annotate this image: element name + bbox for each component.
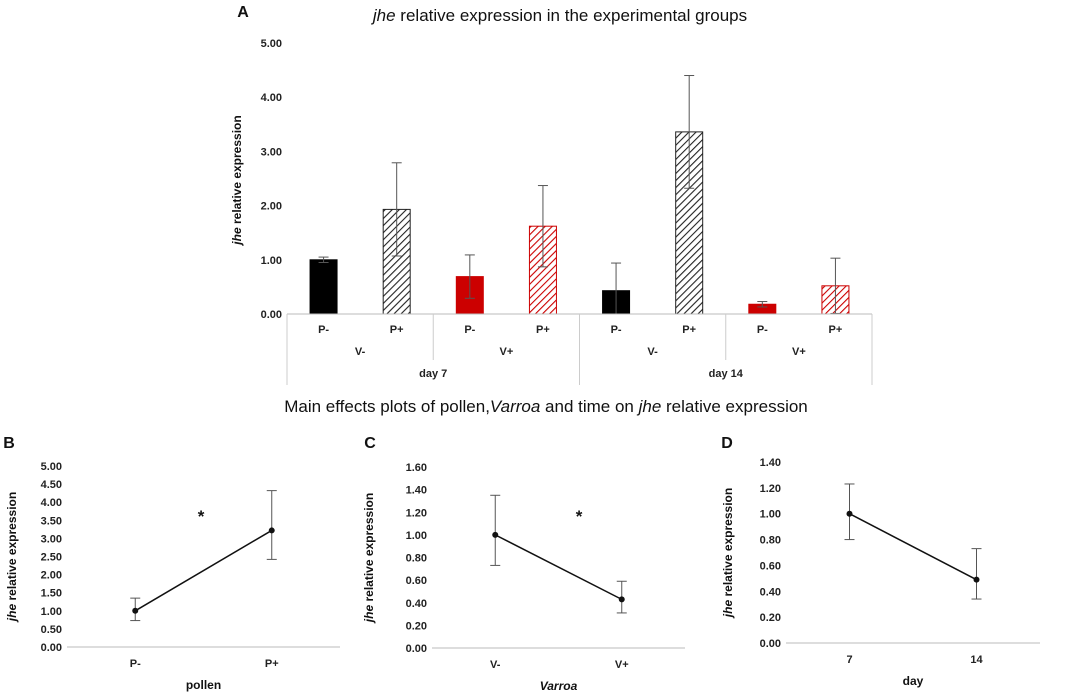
y-axis-label-rest: relative expression [230, 115, 244, 227]
y-tick-label: 0.50 [41, 624, 62, 636]
x-category-label: P+ [682, 324, 696, 336]
x-tick-label: V- [490, 659, 501, 671]
y-tick-label: 3.00 [261, 146, 282, 158]
panel-letter-b: B [3, 435, 15, 452]
y-tick-label: 4.00 [41, 497, 62, 509]
y-axis-label-jhe: jhe [362, 605, 376, 625]
x-tick-label: P- [130, 658, 141, 670]
y-tick-label: 3.50 [41, 515, 62, 527]
data-point [618, 596, 625, 603]
y-tick-label: 0.40 [406, 598, 427, 610]
y-tick-label: 2.50 [41, 552, 62, 564]
y-tick-label: 0.20 [760, 612, 781, 624]
main-effects-title-part5: relative expression [661, 397, 807, 416]
x-axis-label: day [903, 674, 924, 688]
y-tick-label: 0.60 [406, 575, 427, 587]
y-axis-label-jhe: jhe [230, 227, 244, 247]
y-axis-label-jhe: jhe [721, 600, 735, 620]
x-axis-label: Varroa [540, 679, 578, 693]
y-tick-label: 1.40 [760, 457, 781, 469]
main-effects-title-part3: and time on [540, 397, 638, 416]
y-tick-label: 0.20 [406, 620, 427, 632]
y-tick-label: 0.00 [406, 643, 427, 655]
panel-a-title-rest: relative expression in the experimental … [396, 6, 748, 25]
panel-letter-d: D [721, 435, 733, 452]
main-effects-title-part1: Main effects plots of pollen, [284, 397, 490, 416]
y-tick-label: 1.20 [760, 483, 781, 495]
y-axis-label-rest: relative expression [5, 492, 19, 604]
x-category-label: P+ [829, 324, 843, 336]
series-line [134, 529, 273, 612]
varroa-group-label: V+ [499, 346, 513, 358]
bar [309, 259, 338, 315]
y-tick-label: 4.50 [41, 479, 62, 491]
x-category-label: P+ [536, 324, 550, 336]
panel-b: B 0.00 0.50 1.00 1.50 2.00 2.50 3.00 3.50 4.00 4.5… [3, 435, 340, 692]
y-tick-label: 0.00 [261, 309, 282, 321]
panel-letter-c: C [364, 435, 376, 452]
series-line [494, 534, 623, 601]
y-tick-label: 2.00 [261, 201, 282, 213]
x-tick-label: 14 [970, 654, 983, 666]
main-effects-title: Main effects plots of pollen,Varroa and … [284, 397, 808, 416]
y-axis-label: jhe relative expression [362, 493, 376, 624]
data-point [973, 576, 980, 583]
y-tick-label: 5.00 [261, 38, 282, 50]
y-tick-label: 0.80 [406, 553, 427, 565]
panel-c: C 0.00 0.20 0.40 0.60 0.80 1.00 1.20 1.40 1.60 jhe… [362, 435, 685, 693]
x-axis-label: pollen [186, 678, 221, 692]
panel-a-title: jhe relative expression in the experimen… [371, 6, 747, 25]
main-effects-title-varroa: Varroa [490, 397, 540, 416]
panel-letter-a: A [237, 4, 249, 21]
y-tick-label: 5.00 [41, 461, 62, 473]
y-tick-label: 3.00 [41, 533, 62, 545]
data-point [846, 510, 853, 517]
y-tick-label: 1.00 [760, 509, 781, 521]
y-axis-label: jhe relative expression [5, 492, 19, 623]
data-point [268, 527, 275, 534]
y-tick-label: 1.00 [41, 606, 62, 618]
y-tick-label: 1.60 [406, 462, 427, 474]
panel-a-title-jhe: jhe [371, 6, 396, 25]
y-tick-label: 1.00 [261, 255, 282, 267]
y-tick-label: 1.00 [406, 530, 427, 542]
y-tick-label: 2.00 [41, 570, 62, 582]
x-tick-label: P+ [265, 658, 279, 670]
series-line [849, 513, 977, 581]
y-tick-label: 0.80 [760, 535, 781, 547]
significance-marker: * [198, 507, 205, 526]
y-tick-label: 0.40 [760, 586, 781, 598]
y-tick-label: 1.50 [41, 588, 62, 600]
y-tick-label: 0.60 [760, 560, 781, 572]
data-point [492, 531, 499, 538]
x-category-label: P- [318, 324, 329, 336]
varroa-group-label: V+ [792, 346, 806, 358]
y-tick-label: 4.00 [261, 92, 282, 104]
x-category-label: P+ [390, 324, 404, 336]
x-tick-label: V+ [615, 659, 629, 671]
day-group-label: day 14 [709, 368, 744, 380]
y-axis-label-rest: relative expression [721, 488, 735, 600]
data-point [132, 607, 139, 614]
y-tick-label: 0.00 [41, 642, 62, 654]
y-axis-label-rest: relative expression [362, 493, 376, 605]
panel-d: D 0.00 0.20 0.40 0.60 0.80 1.00 1.20 1.40 jhe rel… [721, 435, 1040, 688]
y-tick-label: 0.00 [760, 638, 781, 650]
x-category-label: P- [464, 324, 475, 336]
varroa-group-label: V- [647, 346, 658, 358]
y-axis-label-jhe: jhe [5, 604, 19, 624]
varroa-group-label: V- [355, 346, 366, 358]
significance-marker: * [576, 507, 583, 526]
y-tick-label: 1.20 [406, 507, 427, 519]
x-category-label: P- [757, 324, 768, 336]
y-axis-label: jhe relative expression [721, 488, 735, 619]
y-tick-label: 1.40 [406, 485, 427, 497]
x-category-label: P- [611, 324, 622, 336]
main-effects-title-jhe: jhe [637, 397, 662, 416]
day-group-label: day 7 [419, 368, 447, 380]
x-tick-label: 7 [846, 654, 852, 666]
y-axis-label: jhe relative expression [230, 115, 244, 246]
